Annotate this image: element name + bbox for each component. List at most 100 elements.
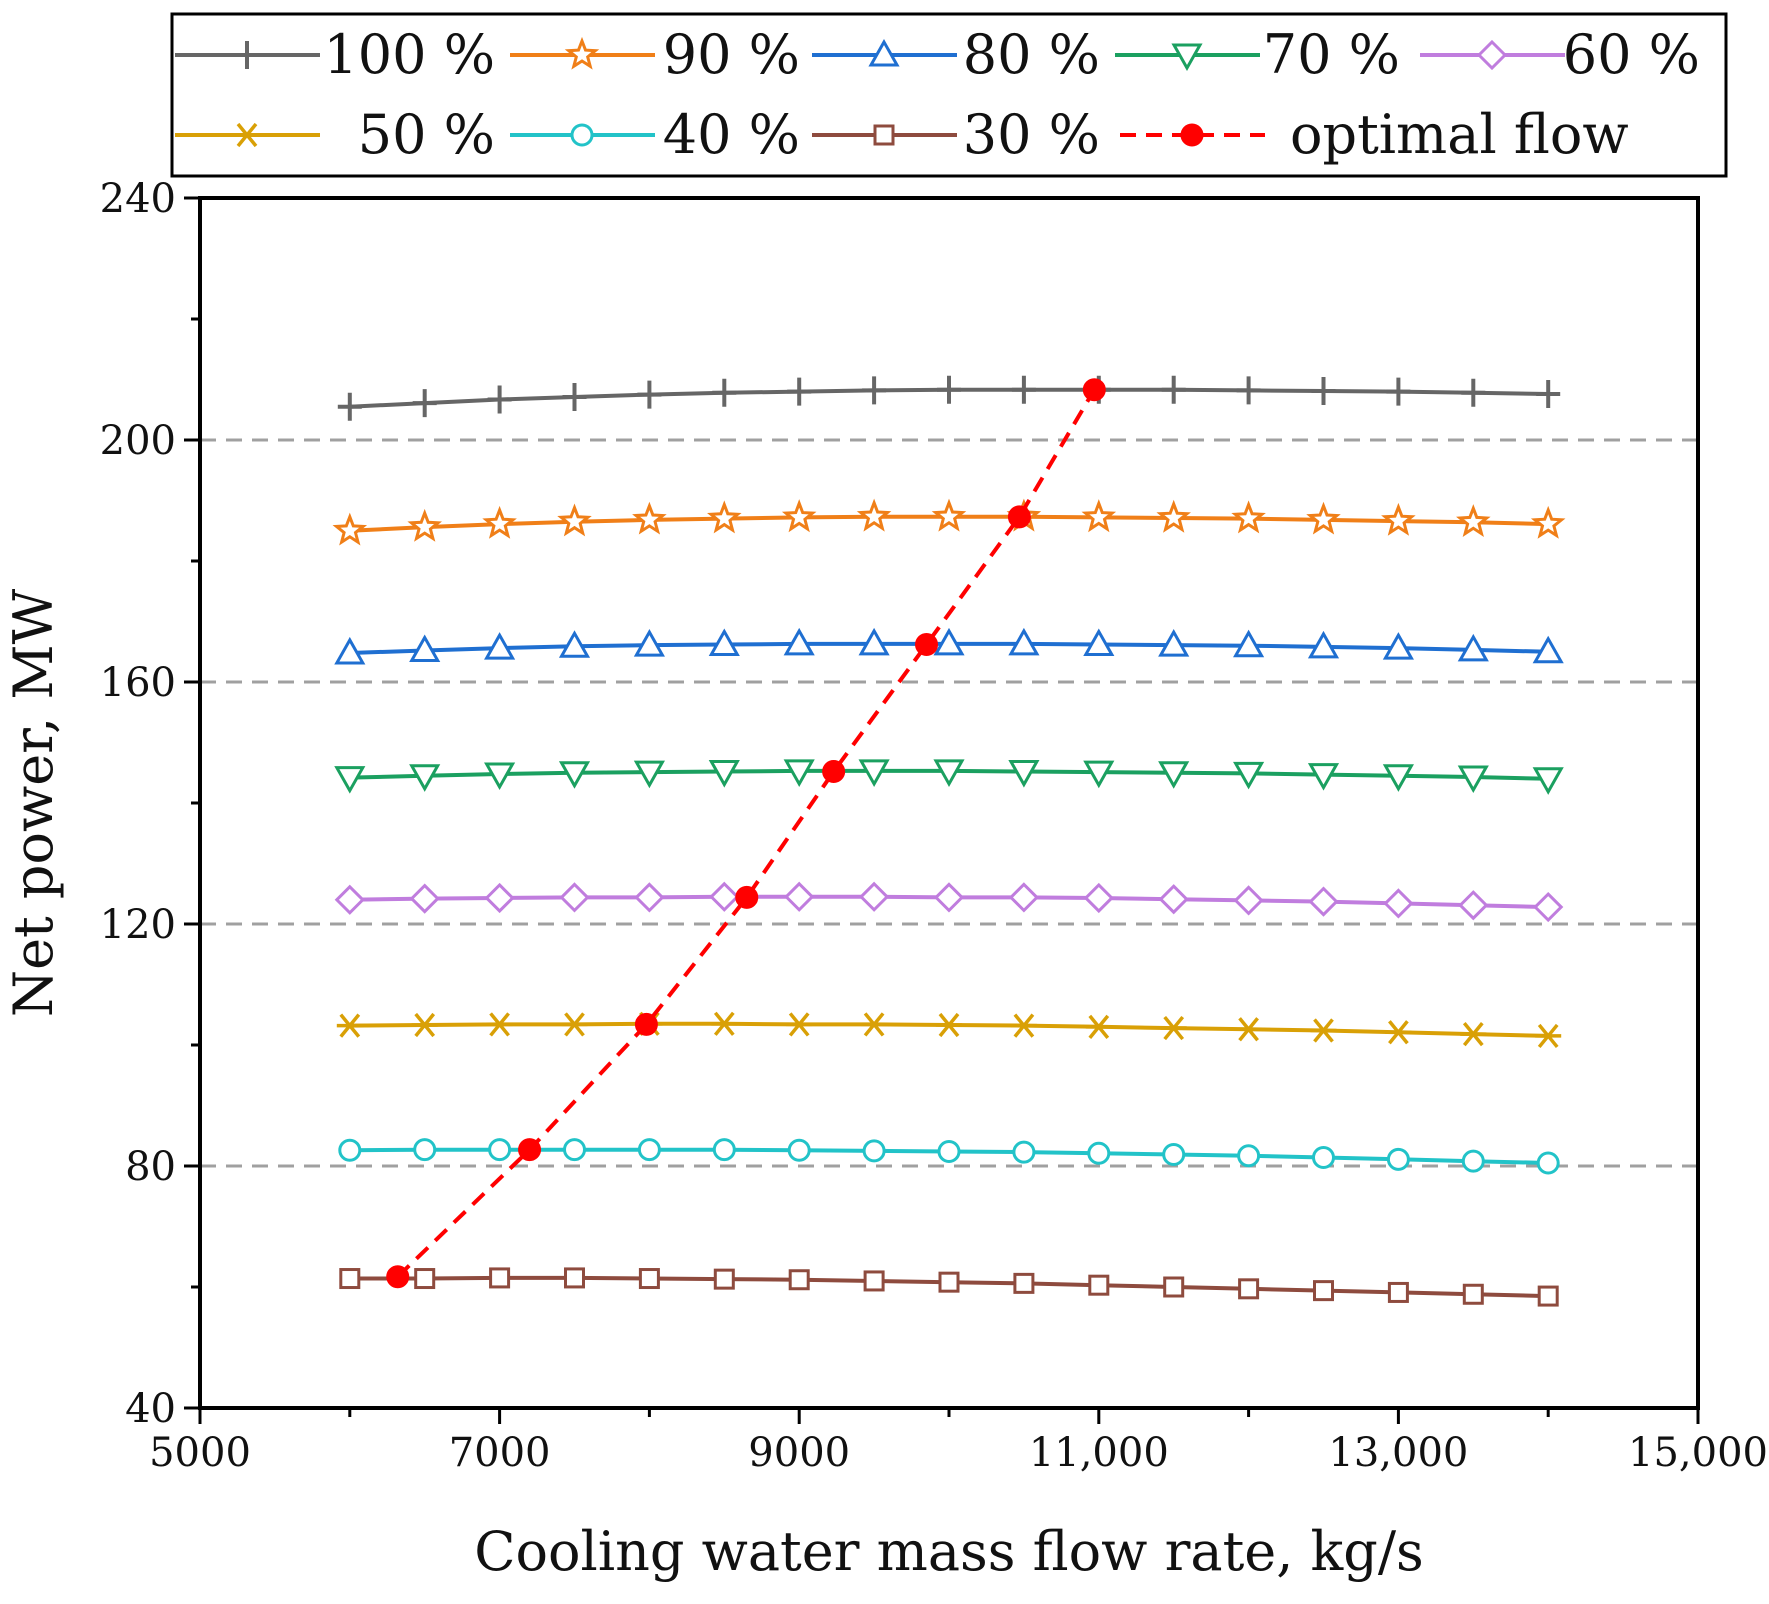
data-point bbox=[487, 385, 512, 414]
series-2 bbox=[334, 627, 1564, 665]
optimal-flow-line bbox=[396, 388, 1097, 1279]
optimal-point bbox=[386, 1265, 410, 1289]
data-point bbox=[413, 1138, 437, 1162]
data-point bbox=[858, 759, 890, 787]
data-point bbox=[1386, 377, 1411, 406]
data-point bbox=[1311, 376, 1336, 405]
data-point bbox=[1233, 629, 1265, 658]
data-point bbox=[781, 499, 817, 533]
data-point bbox=[332, 512, 368, 546]
data-point bbox=[711, 1011, 738, 1036]
legend-marker bbox=[235, 41, 259, 69]
data-point bbox=[709, 881, 740, 912]
x-tick-label: 5000 bbox=[149, 1430, 251, 1476]
y-tick-label: 240 bbox=[100, 176, 176, 222]
data-point bbox=[489, 1267, 511, 1289]
data-point bbox=[708, 760, 740, 788]
data-point bbox=[1231, 500, 1266, 534]
data-point bbox=[409, 764, 441, 792]
optimal-point bbox=[735, 885, 759, 909]
legend-label: 100 % bbox=[323, 23, 495, 86]
data-point bbox=[1008, 760, 1040, 788]
data-point bbox=[1088, 1274, 1110, 1296]
data-point bbox=[334, 884, 365, 915]
series-1 bbox=[332, 498, 1566, 546]
data-point bbox=[937, 375, 961, 404]
data-point bbox=[484, 882, 515, 914]
data-point bbox=[337, 392, 362, 421]
data-point bbox=[1381, 502, 1416, 536]
data-point bbox=[862, 1139, 886, 1163]
data-point bbox=[1536, 380, 1561, 409]
y-tick-label: 40 bbox=[125, 1386, 176, 1432]
data-point bbox=[1235, 1017, 1262, 1042]
data-point bbox=[334, 766, 366, 794]
legend-marker bbox=[1180, 123, 1204, 147]
legend-label: 90 % bbox=[663, 23, 800, 86]
data-point bbox=[1010, 1013, 1037, 1038]
series-layer bbox=[332, 375, 1566, 1307]
data-point bbox=[862, 376, 887, 405]
data-point bbox=[712, 1138, 736, 1162]
data-point bbox=[1156, 499, 1191, 533]
data-point bbox=[783, 627, 815, 656]
legend-label: 40 % bbox=[663, 103, 800, 166]
data-point bbox=[1533, 891, 1564, 923]
data-point bbox=[1307, 630, 1340, 659]
series-7 bbox=[339, 1267, 1559, 1307]
data-point bbox=[1008, 882, 1040, 913]
data-point bbox=[1233, 761, 1265, 790]
data-point bbox=[482, 505, 517, 539]
data-point bbox=[784, 881, 815, 912]
data-point bbox=[1537, 1285, 1559, 1307]
data-point bbox=[1456, 504, 1491, 537]
x-tick-label: 11,000 bbox=[1029, 1430, 1169, 1476]
x-tick-label: 7000 bbox=[449, 1430, 551, 1476]
grid bbox=[200, 438, 1698, 1168]
optimal-point bbox=[822, 760, 846, 784]
data-point bbox=[1008, 627, 1040, 656]
data-point bbox=[931, 498, 967, 532]
data-point bbox=[787, 377, 812, 406]
legend-entry: 60 % bbox=[1420, 23, 1700, 86]
legend-entry: 30 % bbox=[812, 103, 1100, 166]
data-point bbox=[938, 1271, 960, 1293]
data-point bbox=[638, 1268, 660, 1290]
legend-marker bbox=[570, 123, 594, 147]
x-tick-label: 9000 bbox=[748, 1430, 850, 1476]
legend-entry: optimal flow bbox=[1120, 103, 1629, 166]
data-point bbox=[1087, 1141, 1111, 1165]
data-point bbox=[1085, 1014, 1112, 1039]
series-3 bbox=[334, 759, 1564, 795]
data-point bbox=[1382, 632, 1414, 660]
data-point bbox=[564, 1267, 585, 1289]
data-point bbox=[1081, 499, 1117, 533]
data-point bbox=[1461, 1149, 1485, 1173]
optimal-point bbox=[1082, 378, 1106, 402]
data-point bbox=[1238, 1278, 1260, 1300]
data-point bbox=[559, 882, 590, 913]
data-point bbox=[1457, 633, 1489, 662]
data-point bbox=[1382, 764, 1414, 792]
data-point bbox=[787, 1138, 811, 1162]
data-point bbox=[1013, 1272, 1035, 1294]
legend-label: optimal flow bbox=[1290, 103, 1629, 166]
data-point bbox=[412, 389, 437, 418]
data-point bbox=[1011, 375, 1036, 404]
optimal-point bbox=[1007, 505, 1031, 529]
legend-entry: 80 % bbox=[812, 23, 1100, 86]
legend-entry: 100 % bbox=[175, 23, 495, 86]
data-point bbox=[1462, 1283, 1484, 1305]
data-point bbox=[1535, 1023, 1562, 1049]
data-point bbox=[937, 1139, 961, 1163]
legend-label: 30 % bbox=[963, 103, 1100, 166]
data-point bbox=[633, 760, 665, 789]
data-point bbox=[1308, 886, 1339, 917]
data-point bbox=[707, 500, 742, 534]
data-point bbox=[1083, 882, 1114, 914]
data-point bbox=[411, 1012, 438, 1038]
data-point bbox=[484, 762, 516, 791]
data-point bbox=[1387, 1281, 1409, 1303]
data-point bbox=[1307, 763, 1340, 791]
